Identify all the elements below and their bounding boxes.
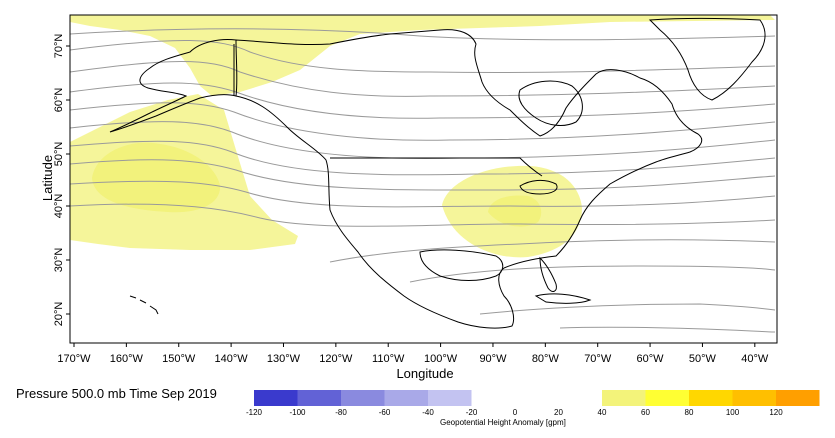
colorbar-tick-label: 40 [597,408,607,417]
colorbar-segment [645,390,689,406]
contour-line [69,40,776,74]
colorbar-tick-label: -20 [465,408,478,417]
colorbar-tick-label: -40 [422,408,434,417]
contour-line [69,203,776,227]
lat-tick-label: 60°N [53,88,65,113]
great-lakes [519,179,558,195]
colorbar-tick-label: 60 [641,408,650,417]
cuba [534,293,592,304]
colorbar-tick-label: 80 [684,408,694,417]
lon-tick-label: 70°W [584,353,612,365]
lat-tick-label: 70°N [53,34,65,59]
colorbar-segment [732,390,776,406]
north-america-coast [235,29,703,329]
lat-tick-label: 20°N [53,302,65,327]
colorbar-segment [776,390,820,406]
colorbar-segment [602,390,646,406]
lon-tick-label: 170°W [57,353,91,365]
colorbar-tick-label: 120 [769,408,783,417]
coastlines [109,18,766,329]
lat-tick-label: 50°N [53,142,65,167]
contour-line [409,265,776,283]
x-axis-title: Longitude [396,366,453,381]
contour-line [69,82,776,119]
lon-tick-label: 90°W [479,353,507,365]
contour-line [69,61,776,97]
contour-line [69,180,776,208]
gulf-of-mexico [419,249,504,281]
us-canada-border [330,157,543,177]
lon-tick-label: 80°W [532,353,560,365]
contour-line [559,326,776,333]
hudson-bay [518,80,583,126]
florida [539,256,557,292]
colorbar-label: Geopotential Height Anomaly [gpm] [440,418,566,427]
contour-line [69,140,776,176]
lon-tick-label: 140°W [215,353,249,365]
map-frame [69,14,778,344]
contour-line [329,239,776,263]
colorbar-tick-label: 20 [554,408,563,417]
colorbar-segment [254,390,298,406]
lon-tick-label: 50°W [689,353,717,365]
lat-tick-label: 30°N [53,248,65,273]
latitude-ticks: 70°N 60°N 50°N 40°N 30°N 20°N [53,34,70,327]
lat-tick-label: 40°N [53,194,65,219]
contour-line [69,121,776,159]
greenland-coast [648,18,766,101]
hawaii [129,295,159,315]
contour-line [69,159,776,191]
colorbar-segment [384,390,428,406]
lon-tick-label: 60°W [637,353,665,365]
lon-tick-label: 160°W [110,353,144,365]
lon-tick-label: 110°W [372,353,405,365]
colorbar-tick-label: -60 [378,408,391,417]
colorbar [254,390,820,406]
lon-tick-label: 130°W [267,353,301,365]
longitude-ticks: 170°W 160°W 150°W 140°W 130°W 120°W 110°W 100°W… [57,343,769,365]
east-us-anomaly-core [488,195,542,227]
arctic-anomaly-region [70,15,775,96]
lon-tick-label: 40°W [741,353,769,365]
colorbar-tick-label: 100 [725,408,740,417]
colorbar-segment [428,390,472,406]
colorbar-tick-label: 0 [512,408,518,417]
height-contours [69,28,776,333]
colorbar-tick-label: -80 [335,408,347,417]
colorbar-tick-label: -120 [245,408,263,417]
alaska-coast [109,39,237,133]
contour-line [69,28,776,41]
colorbar-tick-label: -100 [289,408,306,417]
lon-tick-label: 120°W [319,353,353,365]
colorbar-segment [341,390,385,406]
y-axis-title: Latitude [40,155,55,201]
figure-caption: Pressure 500.0 mb Time Sep 2019 [16,386,217,401]
contour-line [479,303,776,315]
lon-tick-label: 150°W [162,353,196,365]
colorbar-segment [297,390,341,406]
colorbar-segment [689,390,733,406]
lon-tick-label: 100°W [424,353,458,365]
